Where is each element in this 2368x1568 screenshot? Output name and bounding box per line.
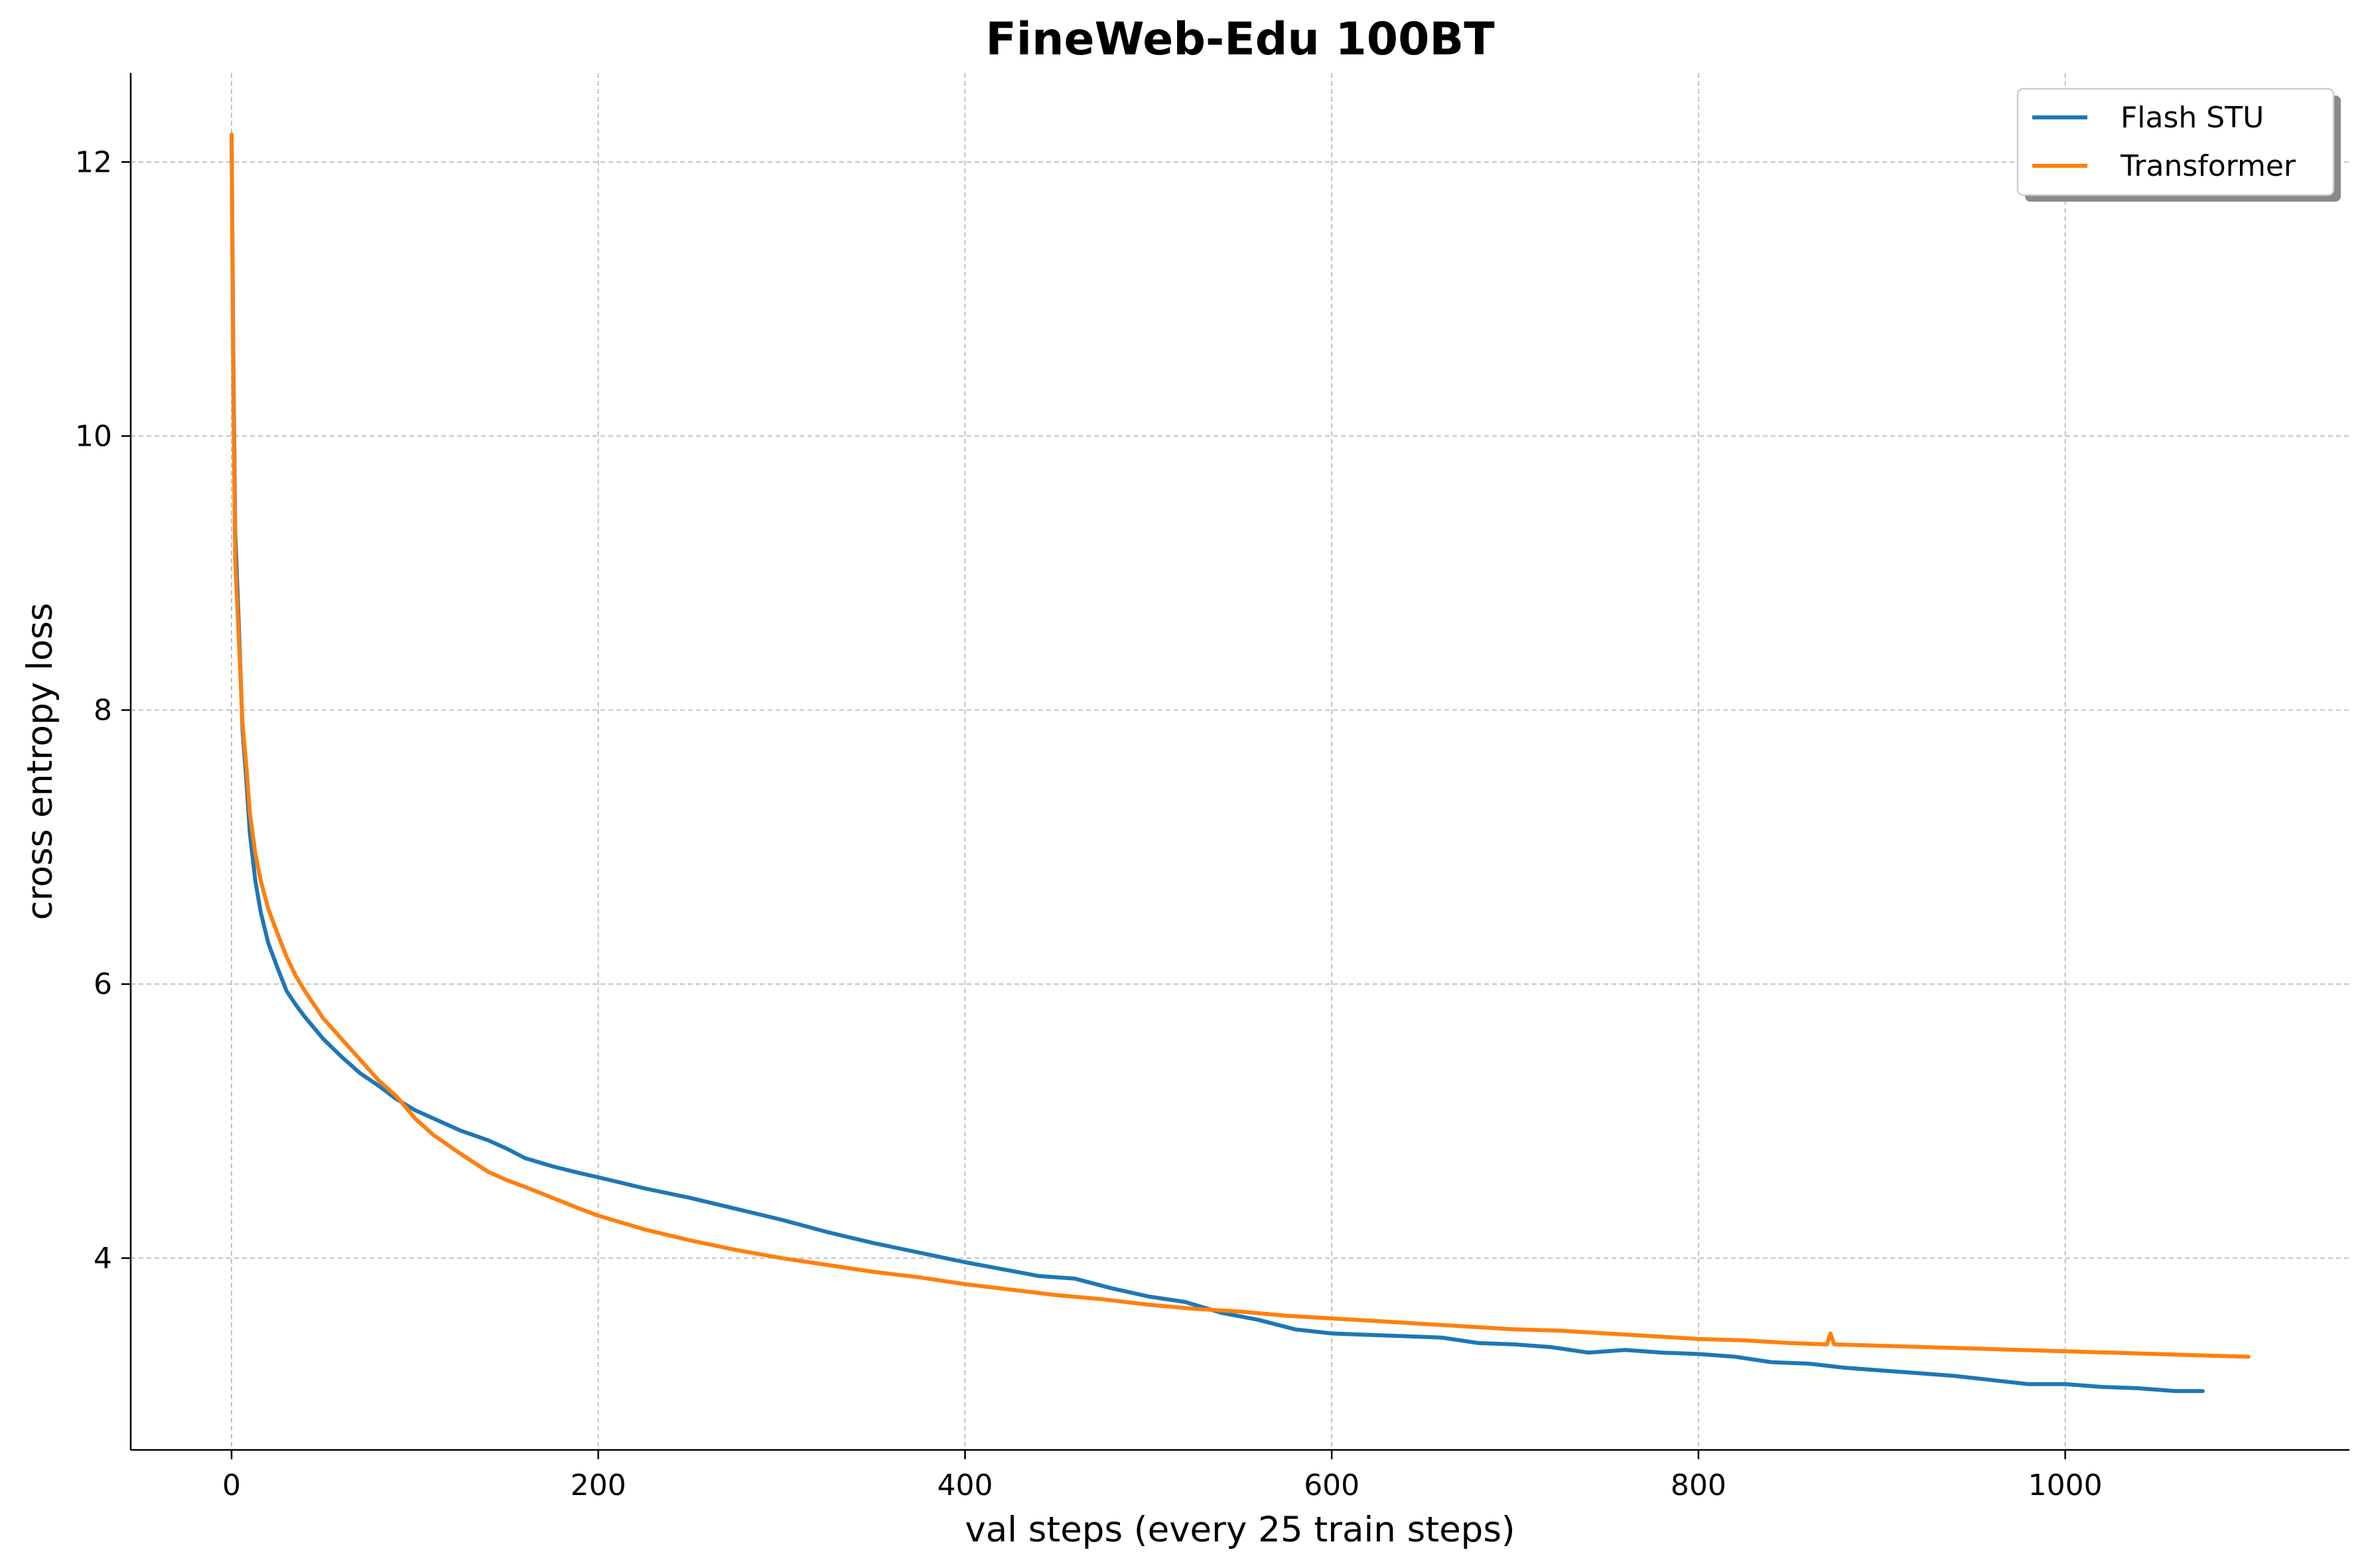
y-tick-label: 4 — [94, 1242, 112, 1275]
series-line-flash-stu — [230, 133, 2205, 1394]
legend-box — [2016, 88, 2335, 196]
x-tick-label: 800 — [1671, 1469, 1726, 1502]
legend-label-flash-stu: Flash STU — [2121, 101, 2264, 135]
legend-label-transformer: Transformer — [2120, 149, 2296, 183]
x-tick-label: 400 — [937, 1469, 993, 1502]
y-tick-label: 8 — [94, 694, 112, 728]
legend: Flash STU Transformer — [2016, 88, 2341, 202]
y-tick-label: 6 — [94, 968, 112, 1002]
chart-title: FineWeb-Edu 100BT — [985, 13, 1495, 66]
x-tick-label: 1000 — [2028, 1469, 2103, 1502]
series-layer — [230, 133, 2251, 1394]
y-tick-label: 12 — [75, 145, 112, 179]
grid — [131, 73, 2349, 1450]
x-tick-label: 600 — [1304, 1469, 1359, 1502]
series-line-transformer — [230, 133, 2251, 1359]
x-tick-label: 200 — [571, 1469, 626, 1502]
axes: 0 200 400 600 800 1000 4 6 8 10 12 — [75, 73, 2349, 1502]
y-tick-label: 10 — [75, 419, 112, 453]
x-axis-title: val steps (every 25 train steps) — [965, 1510, 1515, 1550]
y-axis-title: cross entropy loss — [20, 603, 60, 921]
x-tick-label: 0 — [222, 1469, 241, 1502]
